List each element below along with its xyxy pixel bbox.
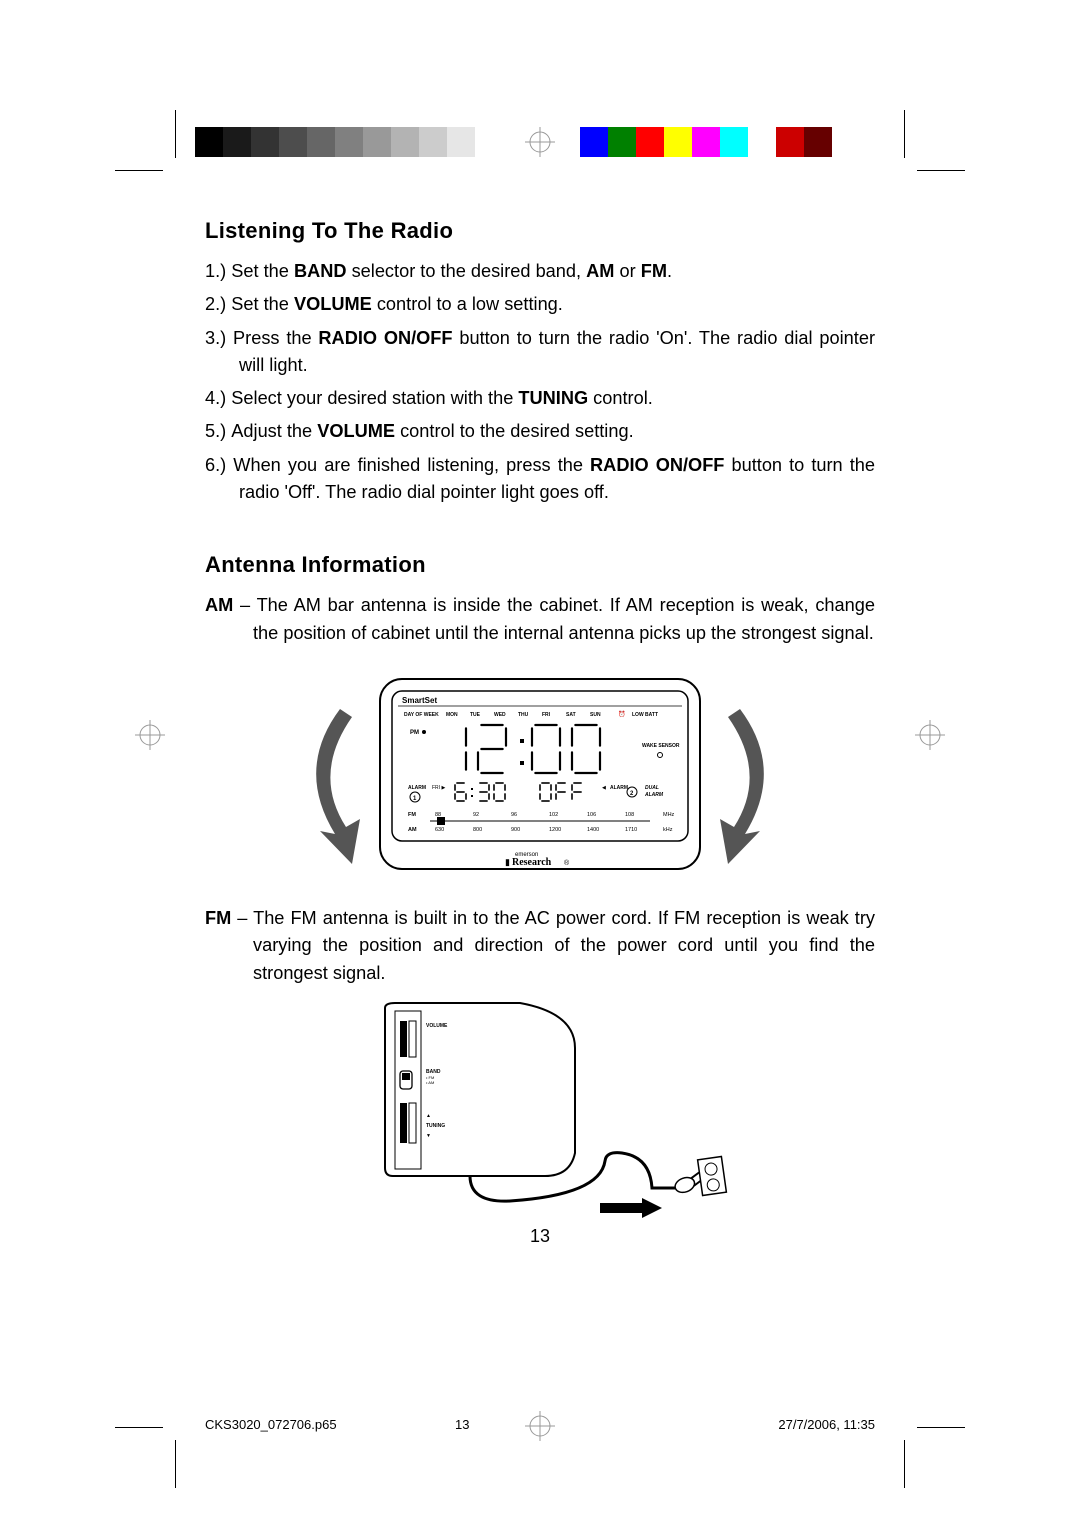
footer-file: CKS3020_072706.p65 bbox=[205, 1417, 337, 1432]
svg-text:FRI: FRI bbox=[542, 712, 551, 718]
instruction-item: 6.) When you are finished listening, pre… bbox=[205, 452, 875, 507]
svg-text:MON: MON bbox=[446, 712, 458, 718]
instruction-item: 3.) Press the RADIO ON/OFF button to tur… bbox=[205, 325, 875, 380]
registration-mark-left bbox=[135, 720, 165, 750]
svg-text:Research: Research bbox=[512, 857, 552, 868]
grayscale-swatch bbox=[335, 127, 363, 157]
registration-mark-right bbox=[915, 720, 945, 750]
color-swatch bbox=[580, 127, 608, 157]
svg-text:ALARM: ALARM bbox=[408, 785, 426, 791]
svg-text:⏰: ⏰ bbox=[618, 710, 625, 718]
svg-text:FM: FM bbox=[408, 812, 416, 818]
svg-text:106: 106 bbox=[587, 812, 596, 818]
color-swatch bbox=[692, 127, 720, 157]
color-swatch bbox=[748, 127, 776, 157]
section-title-antenna: Antenna Information bbox=[205, 552, 875, 578]
grayscale-calibration-bar bbox=[195, 127, 503, 157]
svg-text:LOW BATT: LOW BATT bbox=[632, 712, 658, 718]
svg-text:▼: ▼ bbox=[426, 1133, 431, 1139]
grayscale-swatch bbox=[195, 127, 223, 157]
svg-text:MHz: MHz bbox=[663, 812, 675, 818]
svg-text:DAY OF WEEK: DAY OF WEEK bbox=[404, 712, 439, 718]
svg-text:◀: ◀ bbox=[602, 785, 606, 791]
clock-radio-front-figure: SmartSet DAY OF WEEK MON TUE WED THU FRI SAT SU… bbox=[205, 669, 875, 879]
registration-mark-top bbox=[525, 127, 555, 157]
svg-text:AM: AM bbox=[408, 827, 417, 833]
svg-text:900: 900 bbox=[511, 827, 520, 833]
grayscale-swatch bbox=[363, 127, 391, 157]
footer-date: 27/7/2006, 11:35 bbox=[778, 1417, 875, 1432]
antenna-am-text: AM – The AM bar antenna is inside the ca… bbox=[205, 592, 875, 647]
grayscale-swatch bbox=[475, 127, 503, 157]
grayscale-swatch bbox=[419, 127, 447, 157]
svg-text:THU: THU bbox=[518, 712, 529, 718]
grayscale-swatch bbox=[307, 127, 335, 157]
svg-text:ALARM: ALARM bbox=[610, 785, 628, 791]
color-swatch bbox=[636, 127, 664, 157]
svg-text:SAT: SAT bbox=[566, 712, 576, 718]
svg-text:WAKE SENSOR: WAKE SENSOR bbox=[642, 743, 680, 749]
grayscale-swatch bbox=[223, 127, 251, 157]
fm-label: FM bbox=[205, 908, 231, 928]
svg-text:• AM: • AM bbox=[426, 1080, 434, 1085]
svg-text:800: 800 bbox=[473, 827, 482, 833]
svg-text:630: 630 bbox=[435, 827, 444, 833]
svg-text:VOLUME: VOLUME bbox=[426, 1023, 448, 1029]
color-swatch bbox=[720, 127, 748, 157]
radio-instructions-list: 1.) Set the BAND selector to the desired… bbox=[205, 258, 875, 506]
instruction-item: 1.) Set the BAND selector to the desired… bbox=[205, 258, 875, 285]
color-swatch bbox=[804, 127, 832, 157]
svg-text:FRI ▶: FRI ▶ bbox=[432, 785, 445, 791]
svg-text:TUE: TUE bbox=[470, 712, 481, 718]
section-title-radio: Listening To The Radio bbox=[205, 218, 875, 244]
footer: CKS3020_072706.p65 13 27/7/2006, 11:35 bbox=[205, 1417, 875, 1432]
color-swatch bbox=[608, 127, 636, 157]
color-swatch bbox=[776, 127, 804, 157]
grayscale-swatch bbox=[447, 127, 475, 157]
svg-text:102: 102 bbox=[549, 812, 558, 818]
svg-text:1400: 1400 bbox=[587, 827, 599, 833]
color-calibration-bar bbox=[580, 127, 832, 157]
instruction-item: 5.) Adjust the VOLUME control to the des… bbox=[205, 418, 875, 445]
svg-text:ALARM: ALARM bbox=[644, 792, 664, 798]
grayscale-swatch bbox=[391, 127, 419, 157]
svg-text:108: 108 bbox=[625, 812, 634, 818]
page-content: Listening To The Radio 1.) Set the BAND … bbox=[205, 218, 875, 1247]
svg-text:1710: 1710 bbox=[625, 827, 637, 833]
svg-text:92: 92 bbox=[473, 812, 479, 818]
svg-text:▲: ▲ bbox=[426, 1113, 431, 1119]
svg-text:WED: WED bbox=[494, 712, 506, 718]
svg-text:TUNING: TUNING bbox=[426, 1123, 445, 1129]
color-swatch bbox=[664, 127, 692, 157]
instruction-item: 2.) Set the VOLUME control to a low sett… bbox=[205, 291, 875, 318]
instruction-item: 4.) Select your desired station with the… bbox=[205, 385, 875, 412]
svg-text:®: ® bbox=[564, 859, 570, 867]
grayscale-swatch bbox=[279, 127, 307, 157]
svg-text:▮: ▮ bbox=[505, 857, 510, 867]
svg-text:PM: PM bbox=[410, 730, 419, 736]
svg-text:96: 96 bbox=[511, 812, 517, 818]
am-label: AM bbox=[205, 595, 233, 615]
svg-text:kHz: kHz bbox=[663, 827, 673, 833]
svg-text:DUAL: DUAL bbox=[645, 785, 659, 791]
antenna-fm-text: FM – The FM antenna is built in to the A… bbox=[205, 905, 875, 987]
svg-text:1200: 1200 bbox=[549, 827, 561, 833]
clock-radio-side-figure: VOLUME BAND • FM • AM ▲ TUNING ▼ bbox=[205, 993, 875, 1218]
brand-smartset: SmartSet bbox=[402, 696, 437, 705]
footer-page: 13 bbox=[455, 1417, 469, 1432]
svg-text:SUN: SUN bbox=[590, 712, 601, 718]
page-number: 13 bbox=[205, 1226, 875, 1247]
grayscale-swatch bbox=[251, 127, 279, 157]
